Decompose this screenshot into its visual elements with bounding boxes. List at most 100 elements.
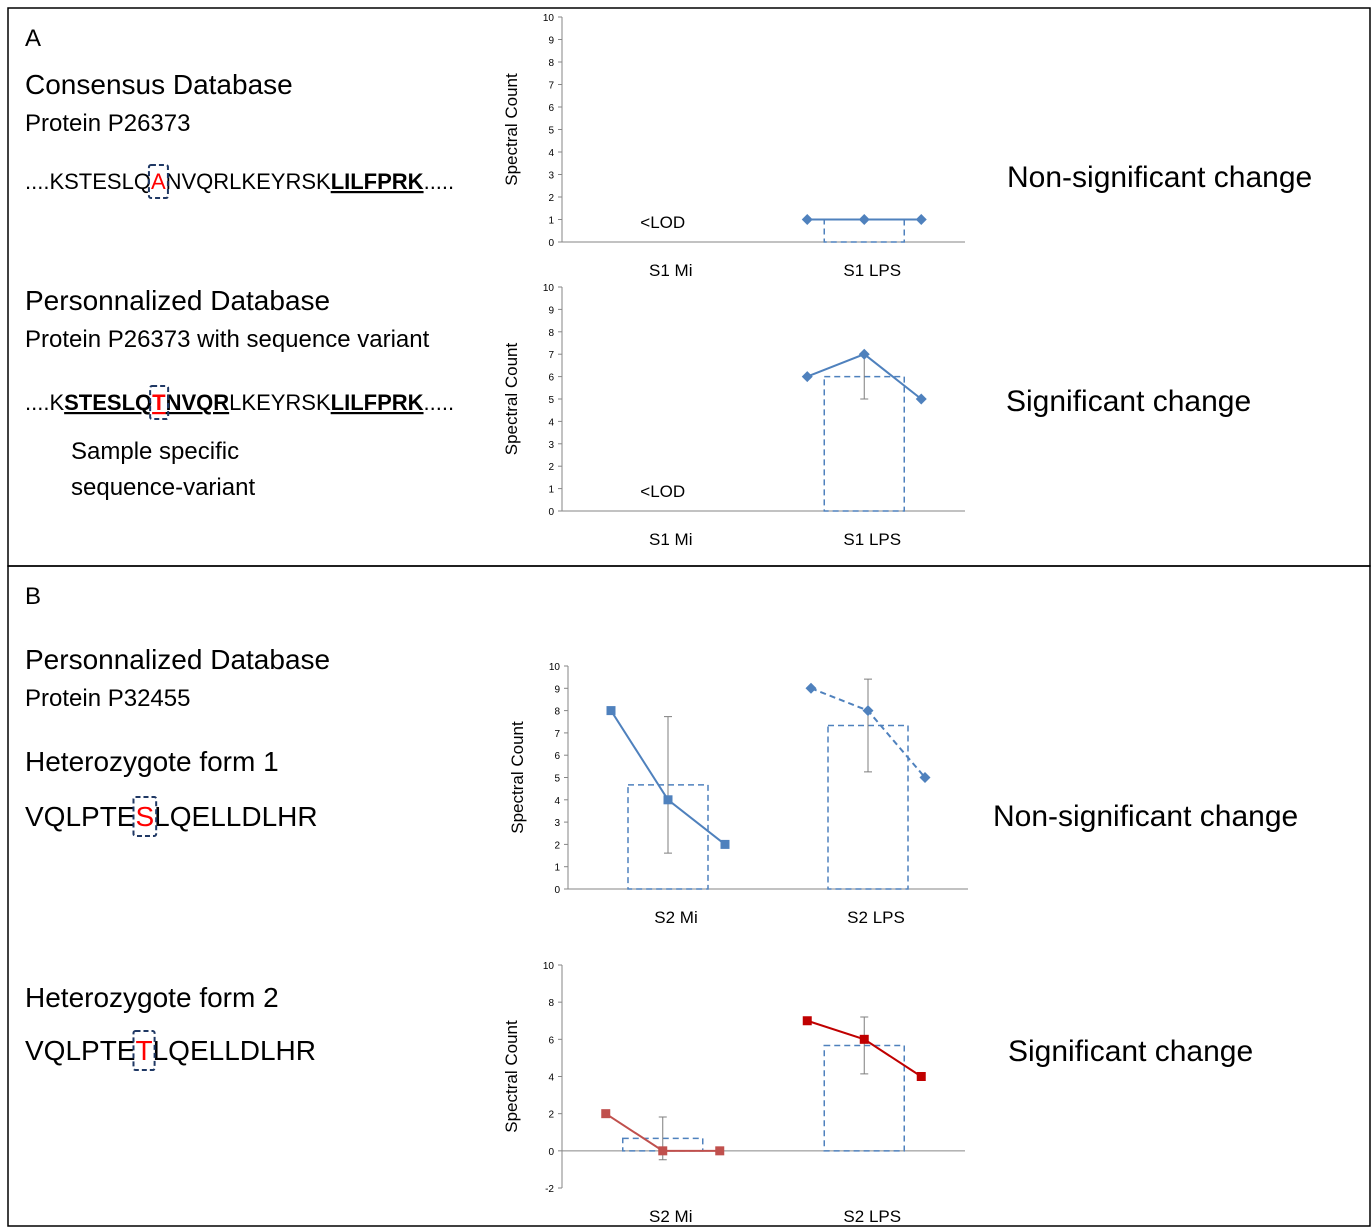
sequence: ....KSTESLQTNVQRLKEYRSKLILFPRK..... bbox=[25, 390, 454, 415]
variant: T bbox=[152, 390, 166, 415]
point bbox=[601, 1109, 611, 1119]
form-title: Heterozygote form 2 bbox=[25, 982, 279, 1013]
result: Significant change bbox=[1008, 1035, 1253, 1068]
sequence: ....KSTESLQANVQRLKEYRSKLILFPRK..... bbox=[25, 169, 454, 194]
y-tick-label: 8 bbox=[548, 998, 554, 1009]
seq-part: ..... bbox=[424, 390, 455, 415]
y-axis-label: Spectral Count bbox=[502, 342, 521, 455]
point bbox=[858, 214, 870, 225]
db-title: Personnalized Database bbox=[25, 644, 330, 675]
y-tick-label: 2 bbox=[548, 1110, 554, 1121]
panel-label: B bbox=[25, 583, 41, 610]
point bbox=[862, 705, 874, 717]
x-tick-label: S1 Mi bbox=[649, 261, 692, 280]
y-axis-label: Spectral Count bbox=[508, 721, 527, 834]
error-bar bbox=[860, 1016, 869, 1075]
variant: A bbox=[151, 169, 166, 194]
y-tick-label: 9 bbox=[548, 305, 554, 316]
point bbox=[801, 214, 813, 225]
y-tick-label: 4 bbox=[548, 1073, 554, 1084]
y-tick-label: 9 bbox=[548, 36, 554, 47]
point bbox=[802, 1016, 812, 1026]
y-tick-label: 0 bbox=[548, 1147, 554, 1158]
y-tick-label: 2 bbox=[548, 193, 554, 204]
peptide: LILFPRK bbox=[331, 169, 424, 194]
y-tick-label: 1 bbox=[554, 863, 560, 874]
x-tick-label: S1 Mi bbox=[649, 530, 692, 549]
annotation: <LOD bbox=[640, 482, 685, 501]
seq-part: ....K bbox=[25, 390, 64, 415]
point bbox=[915, 214, 927, 225]
point bbox=[858, 348, 870, 360]
note: Sample specific bbox=[71, 438, 239, 465]
point bbox=[915, 393, 927, 405]
seq-part: ....KSTESLQ bbox=[25, 169, 151, 194]
result: Non-significant change bbox=[993, 800, 1298, 833]
y-tick-label: 3 bbox=[554, 818, 560, 829]
point bbox=[805, 682, 817, 694]
variant: T bbox=[135, 1035, 152, 1066]
y-tick-label: 5 bbox=[554, 774, 560, 785]
seq-part: ..... bbox=[424, 169, 455, 194]
seq-part: NVQRLKEYRSK bbox=[166, 169, 331, 194]
error-bar bbox=[664, 716, 672, 854]
protein: Protein P32455 bbox=[25, 685, 190, 712]
y-tick-label: 4 bbox=[548, 148, 554, 159]
panel-b-frame bbox=[7, 565, 1371, 1227]
seq-part: LQELLDLHR bbox=[154, 801, 317, 832]
protein: Protein P26373 with sequence variant bbox=[25, 326, 430, 353]
variant-box bbox=[147, 164, 169, 199]
point bbox=[916, 1072, 926, 1081]
annotation: <LOD bbox=[640, 213, 685, 232]
y-tick-label: 8 bbox=[554, 707, 560, 718]
y-tick-label: 6 bbox=[554, 751, 560, 762]
y-tick-label: 8 bbox=[548, 58, 554, 69]
seq-part: LQELLDLHR bbox=[153, 1035, 316, 1066]
y-tick-label: 4 bbox=[548, 417, 554, 428]
y-tick-label: 2 bbox=[548, 462, 554, 473]
x-tick-label: S1 LPS bbox=[843, 530, 901, 549]
y-tick-label: -2 bbox=[545, 1184, 554, 1195]
point bbox=[658, 1146, 668, 1156]
point bbox=[606, 706, 616, 716]
x-tick-label: S2 LPS bbox=[843, 1207, 901, 1226]
y-tick-label: 10 bbox=[549, 662, 561, 673]
y-tick-label: 7 bbox=[548, 350, 554, 361]
y-tick-label: 1 bbox=[548, 485, 554, 496]
x-tick-label: S2 LPS bbox=[847, 908, 905, 927]
note: sequence-variant bbox=[71, 474, 255, 501]
y-tick-label: 3 bbox=[548, 440, 554, 451]
y-tick-label: 7 bbox=[548, 81, 554, 92]
y-axis-label: Spectral Count bbox=[502, 1020, 521, 1133]
y-tick-label: 6 bbox=[548, 103, 554, 114]
x-tick-label: S2 Mi bbox=[654, 908, 697, 927]
point bbox=[859, 1034, 869, 1044]
peptide: STESLQ bbox=[64, 390, 152, 415]
peptide: NVQR bbox=[166, 390, 230, 415]
point bbox=[919, 772, 931, 783]
variant: S bbox=[135, 801, 154, 832]
x-tick-label: S1 LPS bbox=[843, 261, 901, 280]
x-tick-label: S2 Mi bbox=[649, 1207, 692, 1226]
form-title: Heterozygote form 1 bbox=[25, 746, 279, 777]
y-tick-label: 0 bbox=[548, 507, 554, 518]
variant-box bbox=[132, 796, 158, 837]
y-tick-label: 1 bbox=[548, 216, 554, 227]
seq-part: LKEYRSK bbox=[229, 390, 331, 415]
result: Non-significant change bbox=[1007, 161, 1312, 194]
y-tick-label: 10 bbox=[543, 961, 555, 972]
point bbox=[663, 795, 673, 805]
y-tick-label: 7 bbox=[554, 729, 560, 740]
y-tick-label: 2 bbox=[554, 840, 560, 851]
y-axis-label: Spectral Count bbox=[502, 73, 521, 186]
result: Significant change bbox=[1006, 385, 1251, 418]
y-tick-label: 0 bbox=[548, 238, 554, 249]
error-bar bbox=[864, 678, 872, 773]
sequence: VQLPTETLQELLDLHR bbox=[25, 1035, 316, 1066]
point bbox=[801, 371, 813, 383]
y-tick-label: 0 bbox=[554, 885, 560, 896]
y-tick-label: 3 bbox=[548, 171, 554, 182]
point bbox=[715, 1146, 725, 1156]
peptide: LILFPRK bbox=[331, 390, 424, 415]
